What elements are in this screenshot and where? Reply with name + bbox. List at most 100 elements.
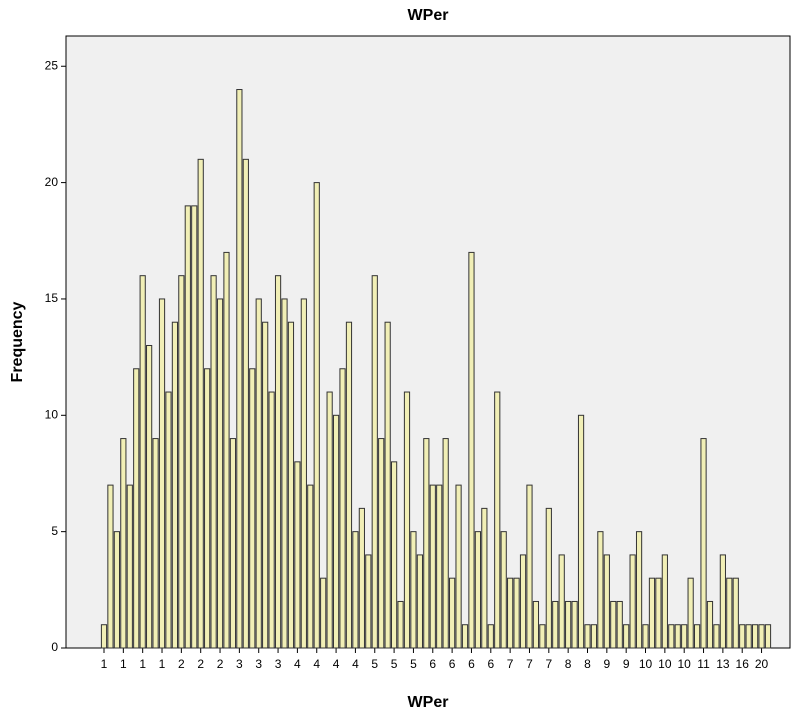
bar: [635, 531, 643, 649]
x-tick-label: 7: [545, 657, 552, 671]
bar: [687, 577, 694, 649]
bar: [287, 321, 295, 649]
bar: [739, 624, 746, 649]
x-tick-label: 3: [236, 657, 243, 671]
bar: [345, 321, 353, 649]
bar: [216, 298, 224, 649]
x-tick-label: 10: [678, 657, 692, 671]
bar: [474, 531, 482, 649]
bar: [655, 577, 662, 649]
bar: [139, 275, 146, 649]
bar: [577, 414, 585, 649]
bar: [126, 484, 133, 649]
bar: [758, 624, 765, 649]
bar: [255, 298, 262, 649]
x-tick-label: 5: [391, 657, 398, 671]
bar: [764, 624, 772, 649]
bar: [668, 624, 675, 649]
x-tick-label: 2: [178, 657, 185, 671]
x-tick-label: 7: [507, 657, 514, 671]
bar: [178, 275, 185, 649]
bar: [571, 600, 578, 649]
x-tick-label: 10: [639, 657, 653, 671]
bar: [158, 298, 166, 649]
bar: [584, 624, 591, 649]
bar: [552, 600, 559, 649]
x-tick-label: 5: [371, 657, 378, 671]
bar: [558, 554, 565, 649]
bar: [332, 414, 340, 649]
bar: [442, 438, 449, 649]
x-tick-label: 5: [410, 657, 417, 671]
bar: [706, 600, 714, 649]
x-tick-label: 10: [658, 657, 672, 671]
bar: [249, 368, 256, 649]
bar: [403, 391, 411, 649]
bar: [526, 484, 533, 649]
x-tick-label: 8: [565, 657, 572, 671]
bar: [397, 600, 404, 649]
bar: [436, 484, 443, 649]
bar: [693, 624, 701, 649]
bar: [365, 554, 372, 649]
bar: [455, 484, 462, 649]
y-tick-label: 5: [51, 524, 58, 538]
bar: [371, 275, 378, 649]
x-tick-label: 3: [275, 657, 282, 671]
x-tick-label: 7: [526, 657, 533, 671]
x-tick-label: 4: [352, 657, 359, 671]
bar: [674, 624, 681, 649]
bar: [481, 507, 488, 649]
bar: [468, 251, 475, 649]
bar: [629, 554, 636, 649]
bar: [487, 624, 494, 649]
x-tick-label: 9: [603, 657, 610, 671]
x-tick-label: 6: [429, 657, 436, 671]
bar: [410, 531, 417, 649]
bar: [197, 158, 204, 649]
bar: [378, 438, 385, 649]
bar: [623, 624, 630, 649]
bar: [449, 577, 456, 649]
bar: [507, 577, 514, 649]
bar: [494, 391, 501, 649]
bar: [681, 624, 688, 649]
bar: [242, 158, 249, 649]
bar: [616, 600, 623, 649]
bar: [416, 554, 423, 649]
x-tick-label: 11: [697, 657, 710, 671]
x-tick-label: 1: [120, 657, 127, 671]
bar: [642, 624, 649, 649]
bar: [648, 577, 656, 649]
bar: [732, 577, 739, 649]
y-tick-label: 15: [45, 291, 59, 305]
bar: [390, 461, 398, 649]
bar: [300, 298, 307, 649]
x-tick-label: 3: [255, 657, 262, 671]
y-axis-label: Frequency: [9, 301, 26, 382]
x-tick-label: 20: [755, 657, 769, 671]
bar: [113, 531, 120, 649]
bar: [262, 321, 269, 649]
bar: [191, 205, 198, 649]
x-tick-label: 1: [101, 657, 108, 671]
bar: [532, 600, 540, 649]
bar: [597, 531, 604, 649]
bar: [223, 251, 230, 649]
bar: [500, 531, 507, 649]
bar: [603, 554, 610, 649]
bar: [229, 438, 237, 649]
bar: [313, 182, 320, 649]
x-tick-label: 6: [468, 657, 475, 671]
x-tick-label: 4: [313, 657, 320, 671]
bar: [713, 624, 720, 649]
bar: [461, 624, 469, 649]
bar: [661, 554, 668, 649]
x-tick-label: 16: [736, 657, 750, 671]
x-tick-label: 6: [487, 657, 494, 671]
bar: [726, 577, 733, 649]
x-tick-label: 4: [333, 657, 340, 671]
bar: [339, 368, 346, 649]
bar: [700, 438, 707, 649]
